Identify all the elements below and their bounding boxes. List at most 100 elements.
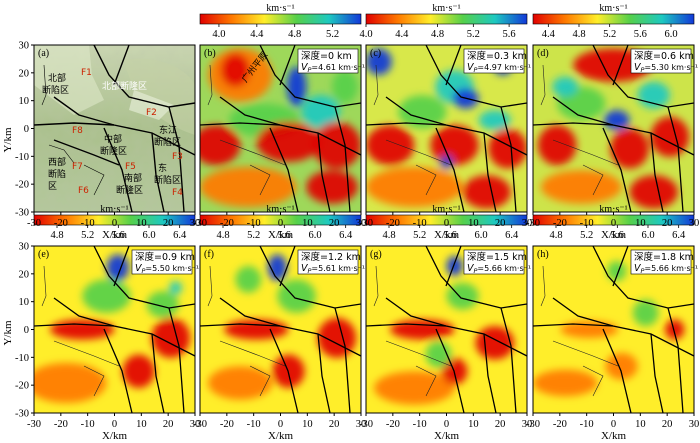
velocity-anomaly [488, 128, 527, 169]
colorbar-unit: km·s⁻¹ [266, 204, 294, 215]
velocity-anomaly [256, 121, 321, 162]
colorbar-tick-label: 6.0 [474, 230, 487, 241]
colorbar-tick-label: 5.6 [278, 230, 291, 241]
x-tick-label: 10 [468, 218, 479, 229]
x-tick-label: 20 [329, 419, 340, 430]
x-tick-label: -20 [553, 218, 567, 229]
map-label: 断隆区 [116, 184, 143, 196]
x-tick-label: 30 [190, 419, 201, 430]
depth-label: 深度=1.2 km [301, 251, 361, 263]
y-tick-label: 20 [19, 269, 30, 280]
colorbar-tick-label: 4.0 [359, 29, 372, 40]
colorbar-tick-label: 5.2 [326, 29, 339, 40]
info-box [463, 48, 525, 74]
colorbar-tick-label: 6.4 [173, 230, 187, 241]
x-tick-label: 30 [190, 218, 201, 229]
velocity-anomaly [220, 53, 250, 87]
colorbar-scale [365, 13, 528, 25]
velocity-anomaly [208, 366, 273, 400]
x-tick-label: -10 [413, 419, 427, 430]
colorbar-tick-label: 6.0 [308, 230, 321, 241]
y-tick-label: 0 [24, 325, 29, 336]
y-tick-label: -10 [15, 152, 29, 163]
x-tick-label: -10 [247, 419, 261, 430]
colorbar-tick-label: 4.4 [395, 29, 409, 40]
panel-letter: (d) [537, 48, 549, 59]
x-axis-label: X/km [601, 229, 627, 241]
colorbar-tick-label: 4.4 [542, 29, 556, 40]
fault-lines [33, 44, 196, 213]
colorbar-tick-label: 4.8 [549, 230, 562, 241]
colorbar: km·s⁻¹ 4.8 5.2 5.6 6.0 6.4 [33, 204, 196, 241]
colorbar-unit: km·s⁻¹ [100, 204, 128, 215]
y-axis-label: Y/km [2, 127, 14, 153]
vp-label: VP=5.50 km·s⁻¹ [135, 263, 199, 275]
colorbar-unit: km·s⁻¹ [599, 3, 627, 14]
colorbar-tick-label: 6.0 [664, 29, 677, 40]
colorbar-unit: km·s⁻¹ [266, 3, 294, 14]
info-box [630, 48, 692, 74]
x-tick-label: -10 [580, 218, 594, 229]
colorbar-unit: km·s⁻¹ [599, 204, 627, 215]
x-tick-label: 30 [689, 419, 700, 430]
x-tick-label: 20 [662, 218, 673, 229]
map-label: 断陷区 [42, 84, 69, 96]
velocity-anomaly [425, 341, 452, 368]
x-tick-label: 0 [611, 218, 616, 229]
x-tick-label: 0 [112, 218, 117, 229]
x-tick-label: 10 [302, 218, 313, 229]
map-label: 区 [48, 181, 57, 192]
x-axis-label: X/km [102, 430, 128, 442]
x-tick-label: 10 [136, 419, 147, 430]
colorbar-tick-label: 6.0 [641, 230, 654, 241]
x-tick-label: -30 [193, 419, 207, 430]
map-label: F3 [172, 152, 183, 162]
x-tick-label: -20 [553, 419, 567, 430]
colorbar-unit: km·s⁻¹ [432, 204, 460, 215]
colorbar-tick-label: 5.2 [603, 29, 616, 40]
colorbar-tick-label: 5.6 [112, 230, 125, 241]
x-tick-label: 0 [444, 419, 449, 430]
velocity-anomaly [629, 175, 678, 209]
velocity-anomaly [82, 279, 131, 313]
colorbar: km·s⁻¹ 4.0 4.4 4.8 5.2 [199, 3, 362, 40]
y-axis: 30 20 10 0 -10 -20 -30 [15, 41, 34, 219]
info-box [297, 48, 359, 74]
velocity-anomaly [637, 81, 670, 109]
x-tick-label: -30 [526, 218, 540, 229]
colorbar: km·s⁻¹ 4.0 4.4 4.8 5.2 5.6 [359, 3, 528, 40]
fault-lines [200, 246, 361, 413]
map-label: 断陷区 [154, 174, 181, 186]
map-label: F6 [78, 186, 89, 196]
velocity-anomaly [34, 362, 107, 403]
map-labels: 北部 断陷区 F1 北部断隆区 F2 F8 中部 断隆区 东江 断陷区 西部 断… [42, 68, 183, 198]
x-tick-label: 20 [163, 218, 174, 229]
x-tick-label: -20 [220, 419, 234, 430]
velocity-anomaly [665, 319, 685, 340]
velocity-anomaly [366, 166, 463, 207]
x-axis: -30 -20 -10 0 10 20 30 X/km [526, 212, 699, 241]
velocity-anomaly [552, 76, 579, 97]
vp-label: VP=5.61 km·s⁻¹ [301, 263, 365, 275]
map-label: F2 [146, 108, 157, 118]
velocity-anomaly [200, 166, 297, 207]
x-tick-label: -20 [386, 419, 400, 430]
fault-lines [200, 45, 361, 212]
x-tick-label: -30 [27, 419, 41, 430]
velocity-anomaly [169, 281, 183, 295]
info-box [463, 249, 525, 275]
x-axis-label: X/km [601, 430, 627, 442]
velocity-anomaly [610, 128, 649, 169]
colorbar: km·s⁻¹ 4.4 4.8 5.2 5.6 6.0 [532, 3, 695, 40]
velocity-anomaly [605, 352, 638, 380]
colorbar-tick-label: 5.2 [580, 230, 593, 241]
x-tick-label: 10 [302, 419, 313, 430]
x-tick-label: -10 [81, 419, 95, 430]
x-tick-label: -30 [193, 218, 207, 229]
